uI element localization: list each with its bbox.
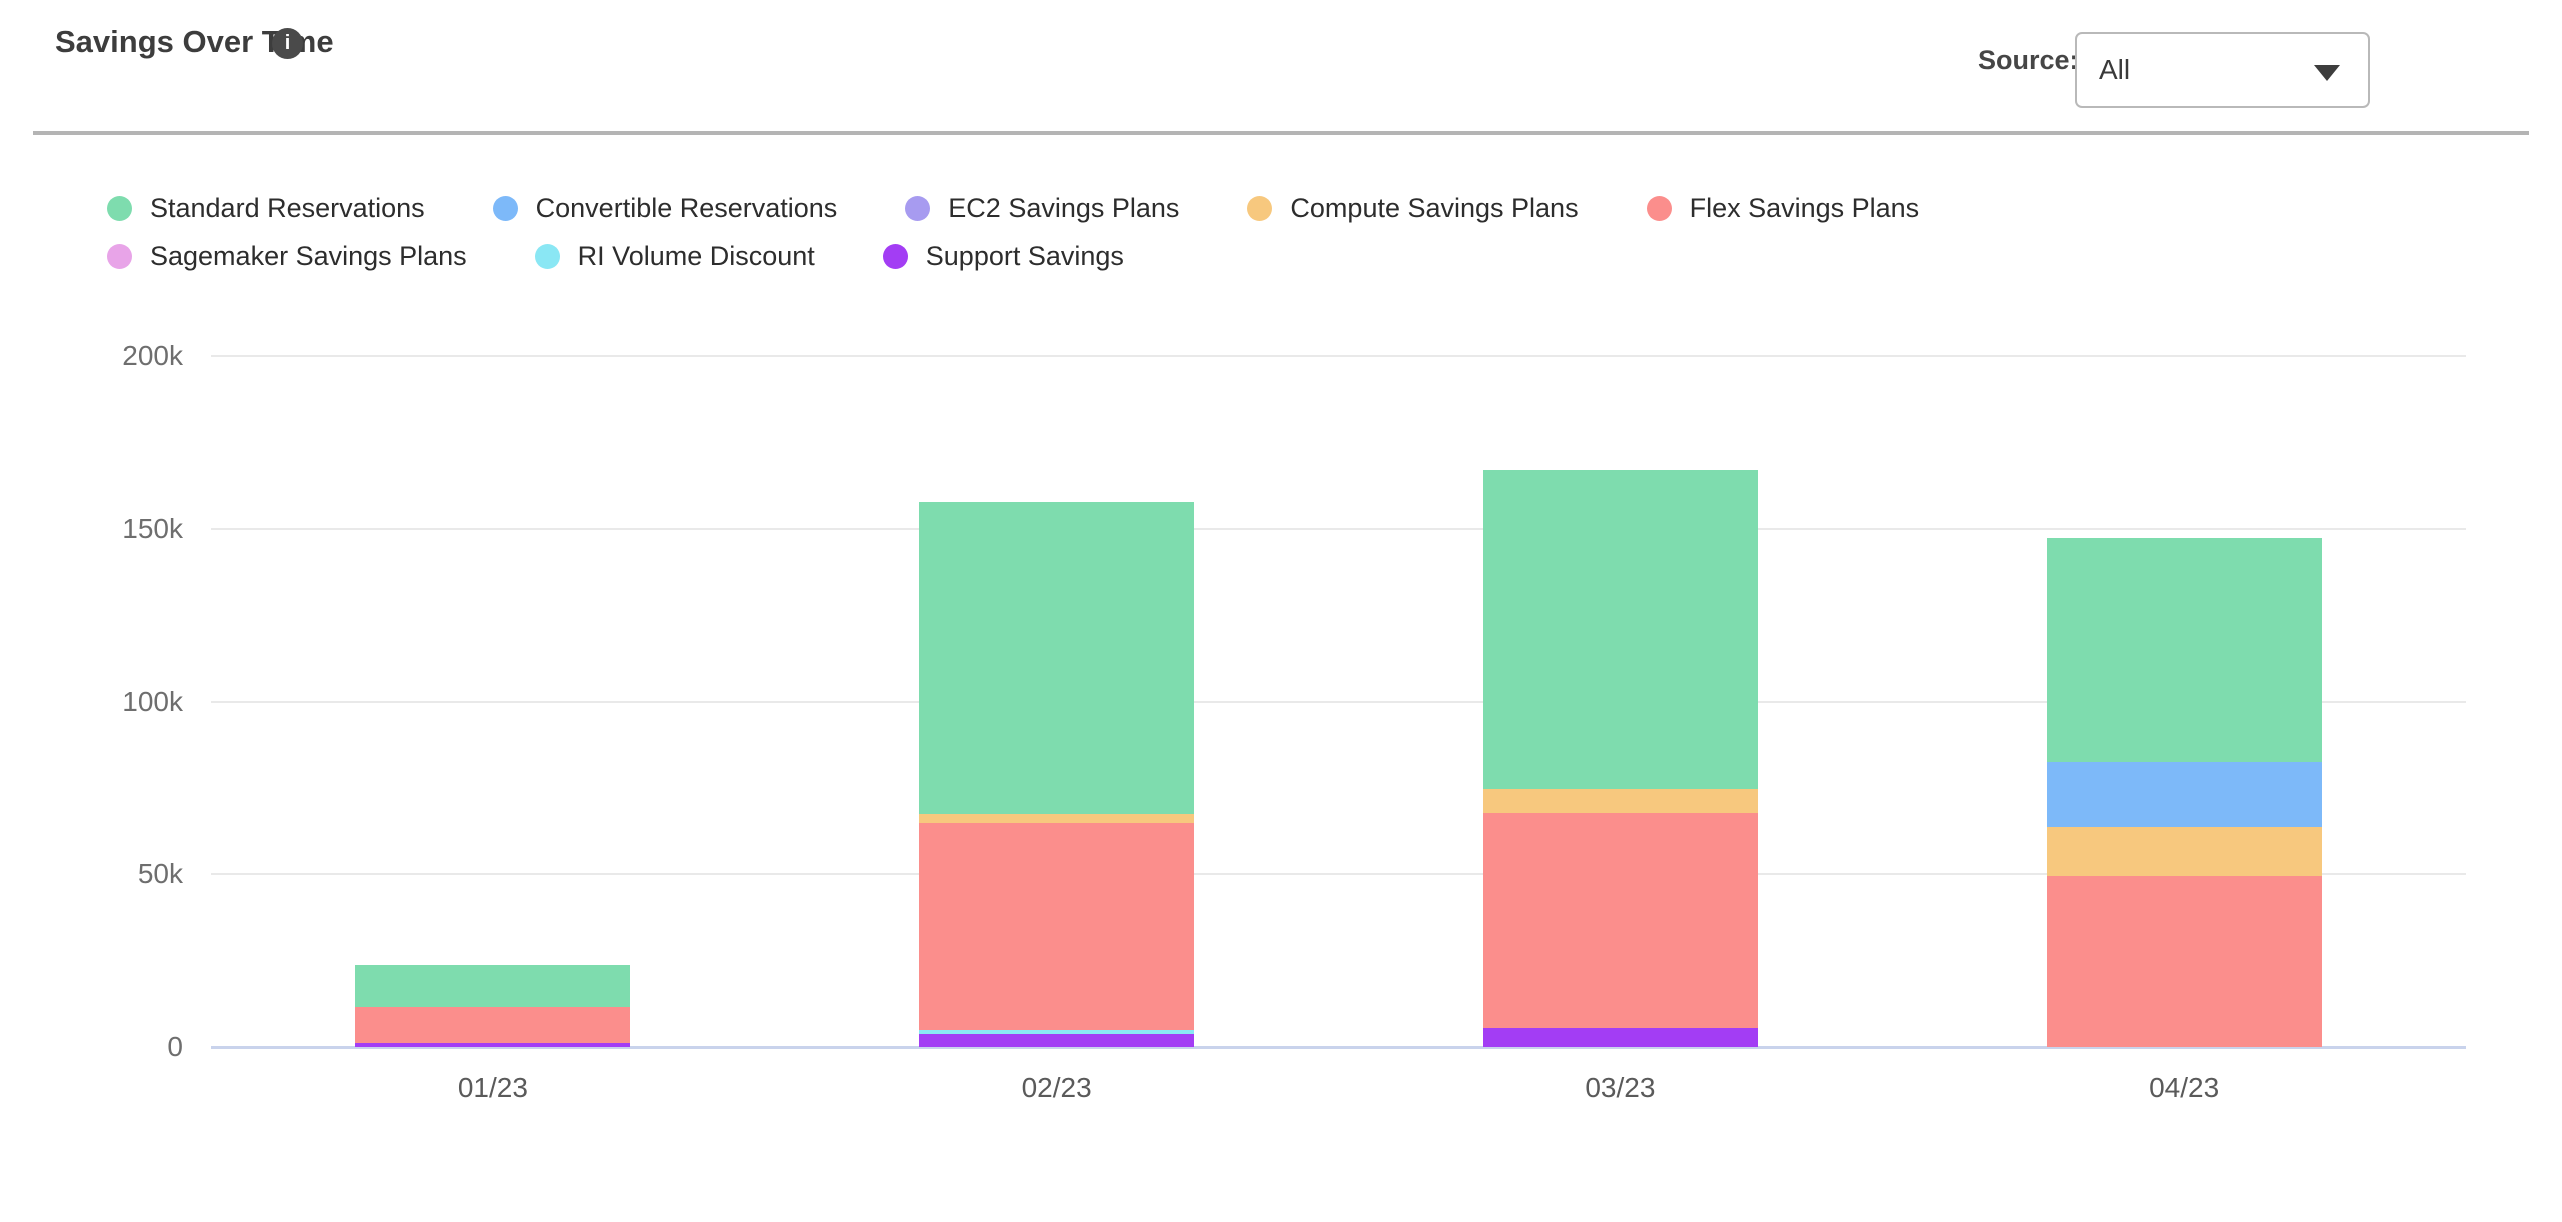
bar-segment[interactable] [1482,1027,1758,1047]
y-axis-tick-label: 50k [137,858,183,890]
legend-row: Sagemaker Savings Plans RI Volume Discoun… [107,234,1919,278]
y-axis-tick-label: 0 [167,1031,183,1062]
bar-segment[interactable] [919,814,1195,823]
source-dropdown-value: All [2099,54,2131,85]
panel-header: Savings Over Time i Source: All [0,0,2562,135]
y-axis-tick-label: 100k [122,685,183,717]
legend-label: EC2 Savings Plans [948,192,1180,223]
legend-item[interactable]: Standard Reservations [107,193,425,224]
legend-label: Support Savings [925,240,1124,271]
source-label: Source: [1978,45,2079,75]
legend-label: Compute Savings Plans [1290,192,1579,223]
bar-segment[interactable] [355,964,631,1008]
legend-dot-icon [1247,195,1273,221]
gridline [211,700,2466,703]
gridline [211,873,2466,876]
x-axis-tick-label: 03/23 [1585,1072,1656,1103]
x-axis-tick-label: 04/23 [2149,1072,2220,1103]
bar-segment[interactable] [2046,876,2322,1047]
legend-dot-icon [107,195,132,221]
source-dropdown[interactable]: All [2075,32,2370,108]
legend-label: Flex Savings Plans [1689,192,1920,223]
bar-segment[interactable] [1482,789,1758,814]
legend-label: Sagemaker Savings Plans [150,240,467,271]
bar-segment[interactable] [1482,469,1758,790]
chevron-down-icon [2314,65,2340,81]
legend-dot-icon [1646,195,1672,221]
legend-item[interactable]: Flex Savings Plans [1646,192,1920,224]
legend-item[interactable]: Sagemaker Savings Plans [107,241,467,272]
info-icon-glyph: i [284,32,291,54]
x-axis-tick-label: 01/23 [457,1072,528,1103]
bar-segment[interactable] [919,822,1195,1030]
legend-label: Convertible Reservations [535,192,838,223]
bar-segment[interactable] [2046,537,2322,763]
bar-segment[interactable] [355,1007,631,1043]
bar-segment[interactable] [1482,813,1758,1028]
header-divider [33,131,2529,135]
bar-segment[interactable] [919,1033,1195,1047]
legend-row: Standard Reservations Convertible Reserva… [107,186,1919,230]
legend-dot-icon [905,195,931,221]
info-icon[interactable]: i [272,28,303,59]
x-axis-tick-label: 02/23 [1021,1072,1092,1103]
y-axis-tick-label: 150k [122,512,183,544]
bar-segment[interactable] [919,502,1195,815]
gridline [211,355,2466,357]
bar-segment[interactable] [2046,762,2322,828]
legend-item[interactable]: Support Savings [882,240,1124,272]
x-axis-line [211,1046,2466,1049]
legend-item[interactable]: RI Volume Discount [534,240,815,272]
gridline [211,527,2466,530]
legend-item[interactable]: EC2 Savings Plans [905,193,1179,224]
legend-label: Standard Reservations [150,192,425,223]
legend-dot-icon [882,243,908,269]
legend-item[interactable]: Convertible Reservations [492,192,838,224]
legend-label: RI Volume Discount [577,240,815,271]
legend-item[interactable]: Compute Savings Plans [1247,192,1579,224]
bar-segment[interactable] [919,1029,1195,1034]
chart-legend: Standard Reservations Convertible Reserva… [107,186,1919,282]
bar-segment[interactable] [2046,827,2322,877]
legend-dot-icon [107,243,132,269]
legend-dot-icon [534,243,560,269]
legend-dot-icon [492,195,518,221]
y-axis-tick-label: 200k [122,340,183,371]
bar-segment[interactable] [355,1042,631,1047]
